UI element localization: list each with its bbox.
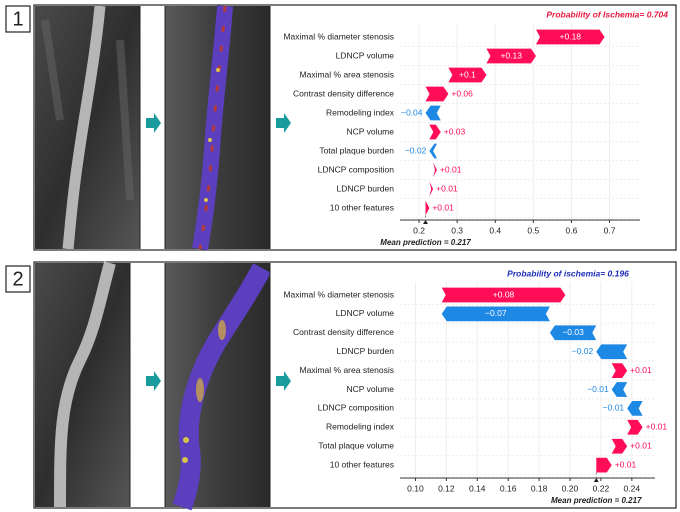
feature-label: Maximal % diameter stenosis (283, 289, 394, 299)
vessel-render (164, 263, 271, 511)
waterfall-bar (429, 143, 437, 159)
feature-label: LDNCP burden (337, 183, 395, 193)
waterfall-bar (425, 86, 449, 102)
value-label: −0.07 (485, 308, 507, 318)
value-label: −0.03 (562, 327, 584, 337)
x-tick-label: 0.16 (500, 483, 517, 493)
x-tick-label: 0.4 (489, 225, 501, 235)
waterfall-bar (627, 419, 643, 435)
value-label: +0.01 (436, 183, 458, 193)
feature-label: NCP volume (346, 126, 394, 136)
waterfall-bar (448, 67, 487, 83)
feature-label: Maximal % area stenosis (300, 69, 394, 79)
x-tick-label: 0.22 (593, 483, 610, 493)
value-label: −0.02 (572, 346, 594, 356)
waterfall-bar (486, 48, 536, 64)
waterfall-bar (441, 306, 550, 322)
waterfall-bar (433, 162, 437, 178)
value-label: +0.01 (615, 459, 637, 469)
x-tick-label: 0.3 (451, 225, 463, 235)
feature-label: LDNCP volume (336, 308, 395, 318)
x-tick-label: 0.18 (531, 483, 548, 493)
waterfall-bar (611, 382, 628, 397)
value-label: −0.02 (405, 145, 427, 155)
waterfall-bar (536, 29, 605, 45)
waterfall-bar (596, 457, 612, 473)
value-label: +0.06 (451, 88, 473, 98)
x-tick-label: 0.5 (527, 225, 539, 235)
feature-label: LDNCP burden (337, 346, 395, 356)
value-label: +0.01 (646, 422, 668, 432)
arrow (276, 371, 291, 391)
feature-label: Maximal % area stenosis (300, 365, 394, 375)
value-label: +0.01 (440, 164, 462, 174)
arrow (146, 371, 161, 391)
panel-label-box (5, 5, 31, 33)
feature-label: Contrast density difference (293, 327, 394, 337)
x-tick-label: 0.7 (604, 225, 616, 235)
value-label: −0.04 (401, 107, 423, 117)
feature-label: Maximal % diameter stenosis (283, 31, 394, 41)
value-label: +0.01 (630, 365, 652, 375)
waterfall-bar (425, 105, 441, 121)
waterfall-bar (627, 401, 643, 416)
waterfall-bar (425, 200, 430, 216)
feature-label: Remodeling index (326, 422, 395, 432)
feature-label: LDNCP composition (318, 164, 395, 174)
chart-title: Probability of Ischemia= 0.704 (546, 9, 668, 19)
feature-label: 10 other features (330, 202, 394, 212)
feature-label: 10 other features (330, 459, 394, 469)
feature-label: LDNCP volume (336, 50, 395, 60)
base-marker (593, 478, 599, 482)
base-marker (423, 220, 429, 224)
feature-label: NCP volume (346, 384, 394, 394)
chart-title: Probability of ischemia= 0.196 (507, 268, 629, 278)
value-label: +0.03 (444, 126, 466, 136)
ct-image (35, 261, 131, 508)
value-label: −0.01 (603, 403, 625, 413)
waterfall-bar (441, 287, 566, 303)
waterfall-bar (549, 325, 597, 341)
feature-label: LDNCP composition (318, 403, 395, 413)
waterfall-bar (429, 181, 434, 197)
feature-label: Total plaque volume (318, 440, 394, 450)
panel-label: 2 (12, 268, 23, 290)
x-tick-label: 0.6 (566, 225, 578, 235)
waterfall-bar (611, 438, 628, 454)
value-label: −0.01 (587, 384, 609, 394)
panel-label-box (5, 265, 31, 293)
x-tick-label: 0.2 (413, 225, 425, 235)
value-label: +0.13 (500, 50, 522, 60)
annotation: Mean prediction = 0.217 (551, 496, 642, 505)
x-tick-label: 0.14 (469, 483, 486, 493)
value-label: +0.01 (432, 202, 454, 212)
feature-label: Contrast density difference (293, 88, 394, 98)
value-label: +0.18 (560, 31, 582, 41)
panel-label: 1 (12, 8, 23, 30)
x-tick-label: 0.24 (624, 483, 641, 493)
value-label: +0.08 (493, 289, 515, 299)
value-label: +0.01 (630, 440, 652, 450)
x-tick-label: 0.12 (438, 483, 455, 493)
panel-frame (33, 261, 677, 509)
x-tick-label: 0.10 (407, 483, 424, 493)
panel-frame (33, 4, 677, 251)
arrow (146, 113, 161, 133)
waterfall-bar (611, 363, 628, 378)
value-label: +0.1 (459, 69, 476, 79)
waterfall-bar (596, 344, 628, 360)
ct-image (35, 5, 141, 250)
feature-label: Remodeling index (326, 107, 395, 117)
x-tick-label: 0.20 (562, 483, 579, 493)
waterfall-bar (429, 124, 441, 140)
arrow (276, 113, 291, 133)
vessel-render (164, 5, 271, 251)
annotation: Mean prediction = 0.217 (380, 238, 471, 247)
feature-label: Total plaque burden (319, 145, 394, 155)
